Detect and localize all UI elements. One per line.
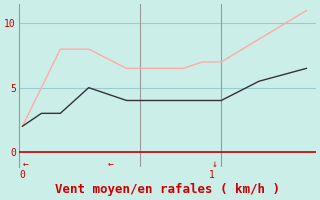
Text: ←: ← <box>22 159 28 169</box>
Text: ←: ← <box>108 159 114 169</box>
Text: ↓: ↓ <box>212 159 218 169</box>
X-axis label: Vent moyen/en rafales ( km/h ): Vent moyen/en rafales ( km/h ) <box>55 183 280 196</box>
